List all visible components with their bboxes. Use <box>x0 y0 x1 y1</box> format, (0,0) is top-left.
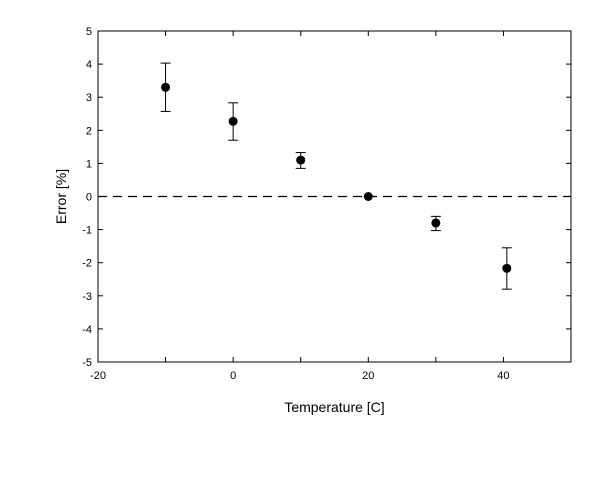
plot-area: -5 -4 -3 -2 -1 0 1 2 3 4 5 -20 0 20 40 <box>82 26 572 382</box>
plot-frame <box>97 30 572 363</box>
data-point <box>363 192 373 201</box>
data-point <box>161 82 171 92</box>
x-axis-label: Temperature [C] <box>284 399 384 415</box>
y-axis-label: Error [%] <box>53 169 69 224</box>
x-tick-label: 0 <box>230 370 236 382</box>
x-tick-label: -20 <box>90 370 106 382</box>
y-tick-label: 0 <box>86 192 92 204</box>
y-tick-label: -5 <box>82 357 92 369</box>
data-point <box>296 155 306 165</box>
y-tick-label: -3 <box>82 291 92 303</box>
data-point <box>431 218 441 228</box>
x-tick-label: 40 <box>497 370 509 382</box>
y-tick-label: 4 <box>86 59 92 71</box>
y-tick-label: -2 <box>82 258 92 270</box>
y-tick-label: -1 <box>82 225 92 237</box>
y-tick-label: 1 <box>86 158 92 170</box>
y-tick-label: 5 <box>86 26 92 38</box>
x-tick-label: 20 <box>362 370 374 382</box>
y-tick-label: 2 <box>86 125 92 137</box>
y-tick-label: -4 <box>82 324 92 336</box>
data-point <box>228 116 238 126</box>
y-tick-label: 3 <box>86 92 92 104</box>
data-point <box>502 263 512 273</box>
